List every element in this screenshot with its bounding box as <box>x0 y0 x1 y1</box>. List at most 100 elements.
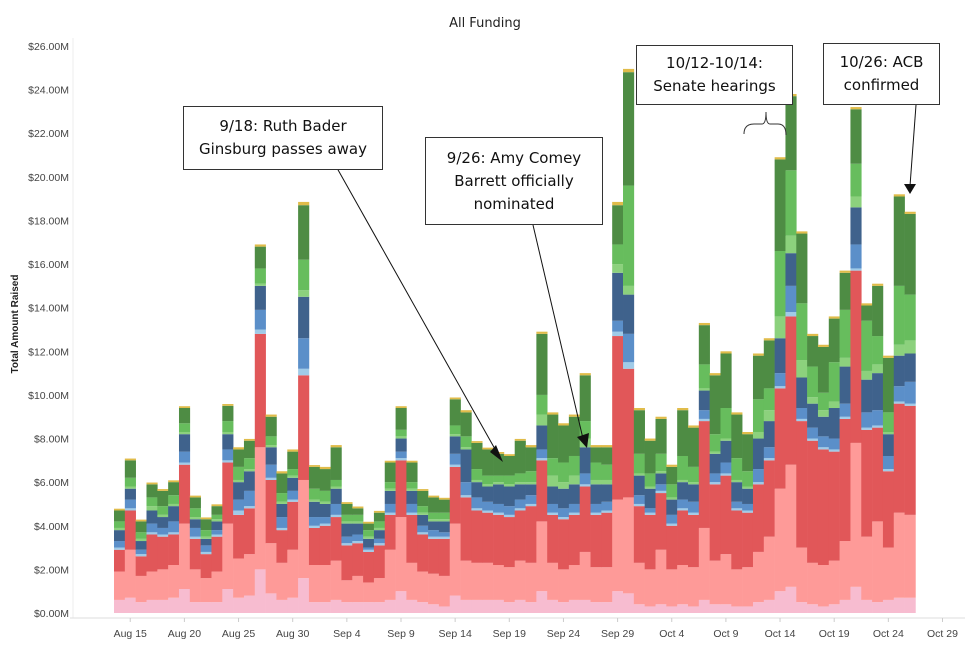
bar-segment-layer-10 <box>308 465 321 467</box>
bar-oct-26 <box>904 211 916 613</box>
bar-oct-8 <box>709 373 721 613</box>
bar-segment-layer-4 <box>428 536 440 539</box>
bar-segment-layer-4 <box>265 477 277 480</box>
bar-segment-layer-4 <box>222 460 234 463</box>
bar-segment-layer-2 <box>438 575 451 607</box>
x-tick-label: Sep 29 <box>601 628 634 640</box>
bar-segment-layer-8 <box>135 532 147 539</box>
bar-segment-layer-1 <box>276 599 288 613</box>
bar-sep-3 <box>330 445 342 613</box>
bar-segment-layer-3 <box>417 534 429 572</box>
bar-segment-layer-9 <box>579 375 591 422</box>
bar-segment-layer-10 <box>677 408 689 411</box>
bar-segment-layer-8 <box>568 455 580 476</box>
bar-segment-layer-9 <box>157 490 169 507</box>
y-axis-label: Total Amount Raised <box>10 275 21 374</box>
bar-segment-layer-6 <box>363 538 375 548</box>
bar-segment-layer-1 <box>720 604 732 613</box>
bar-segment-layer-2 <box>590 567 602 603</box>
bar-oct-19 <box>828 316 840 613</box>
bar-segment-layer-9 <box>904 213 916 295</box>
rbg-arrow-line <box>336 167 501 459</box>
bar-segment-layer-6 <box>265 447 277 465</box>
bar-segment-layer-2 <box>655 549 667 605</box>
bar-segment-layer-9 <box>763 340 775 389</box>
bar-segment-layer-8 <box>612 244 624 265</box>
bar-segment-layer-2 <box>893 512 905 598</box>
bar-segment-layer-6 <box>460 449 472 483</box>
bar-segment-layer-2 <box>471 562 483 600</box>
bar-segment-layer-5 <box>525 495 537 504</box>
bar-segment-layer-2 <box>839 541 851 600</box>
bar-aug-23 <box>211 504 223 613</box>
bar-segment-layer-5 <box>644 508 656 513</box>
bar-segment-layer-8 <box>503 475 516 485</box>
bar-segment-layer-4 <box>850 268 862 271</box>
bar-segment-layer-6 <box>731 482 743 502</box>
bar-segment-layer-3 <box>514 510 526 561</box>
bar-segment-layer-1 <box>644 606 656 613</box>
bar-sep-9 <box>395 406 407 613</box>
bar-segment-layer-5 <box>373 538 386 544</box>
bar-segment-layer-7 <box>395 436 407 439</box>
bar-segment-layer-7 <box>406 488 418 491</box>
bar-segment-layer-9 <box>828 318 840 363</box>
bar-segment-layer-8 <box>666 484 678 498</box>
bar-segment-layer-8 <box>384 482 396 489</box>
bar-segment-layer-9 <box>124 460 136 478</box>
bar-segment-layer-1 <box>373 602 386 613</box>
bar-segment-layer-3 <box>168 534 180 566</box>
bar-oct-5 <box>677 408 689 613</box>
bar-segment-layer-5 <box>449 453 461 465</box>
bar-oct-11 <box>742 432 754 613</box>
y-tick-label: $24.00M <box>28 85 69 97</box>
bar-segment-layer-4 <box>298 368 310 376</box>
bar-segment-layer-7 <box>547 475 559 487</box>
bar-segment-layer-9 <box>178 408 191 424</box>
bar-segment-layer-9 <box>417 490 429 507</box>
bar-segment-layer-7 <box>850 196 862 208</box>
bar-segment-layer-3 <box>872 427 884 522</box>
annotation-rbg-line-1: 9/18: Ruth Bader <box>219 117 347 135</box>
bar-segment-layer-9 <box>720 353 732 409</box>
bar-segment-layer-1 <box>698 599 710 613</box>
bar-segment-layer-2 <box>807 562 819 605</box>
bar-segment-layer-3 <box>298 375 310 480</box>
bar-segment-layer-6 <box>568 484 580 504</box>
x-tick-label: Aug 20 <box>168 628 201 640</box>
y-tick-label: $22.00M <box>28 128 69 140</box>
bar-oct-1 <box>633 408 645 613</box>
bar-segment-layer-9 <box>731 414 743 459</box>
bar-segment-layer-10 <box>168 480 180 483</box>
x-tick-label: Oct 9 <box>713 628 738 640</box>
bar-segment-layer-7 <box>677 479 689 483</box>
bar-aug-21 <box>189 495 201 613</box>
annotation-acb-nominated-line-1: 9/26: Amy Comey <box>446 149 582 167</box>
bar-segment-layer-10 <box>395 406 407 409</box>
bar-segment-layer-7 <box>114 527 126 531</box>
bar-segment-layer-2 <box>298 479 310 579</box>
bar-segment-layer-9 <box>471 442 483 470</box>
x-tick-label: Sep 14 <box>439 628 472 640</box>
x-tick-label: Oct 4 <box>659 628 684 640</box>
x-tick-label: Sep 9 <box>387 628 415 640</box>
bar-segment-layer-8 <box>752 399 765 432</box>
bar-segment-layer-8 <box>655 453 667 472</box>
bar-segment-layer-7 <box>460 447 472 450</box>
bar-segment-layer-2 <box>644 569 656 607</box>
bar-segment-layer-6 <box>211 521 223 531</box>
bar-segment-layer-5 <box>828 438 840 450</box>
bar-segment-layer-3 <box>839 418 851 542</box>
bar-segment-layer-2 <box>222 523 234 590</box>
bar-aug-19 <box>168 480 180 613</box>
bar-segment-layer-5 <box>222 449 234 461</box>
bar-segment-layer-2 <box>536 521 548 592</box>
bar-segment-layer-2 <box>493 565 505 600</box>
bar-segment-layer-10 <box>114 508 126 511</box>
bar-segment-layer-9 <box>850 109 862 164</box>
bar-segment-layer-7 <box>904 340 916 354</box>
bar-segment-layer-2 <box>449 523 461 596</box>
bar-segment-layer-8 <box>406 482 418 489</box>
bar-segment-layer-3 <box>124 510 136 550</box>
bar-segment-layer-2 <box>568 565 580 600</box>
